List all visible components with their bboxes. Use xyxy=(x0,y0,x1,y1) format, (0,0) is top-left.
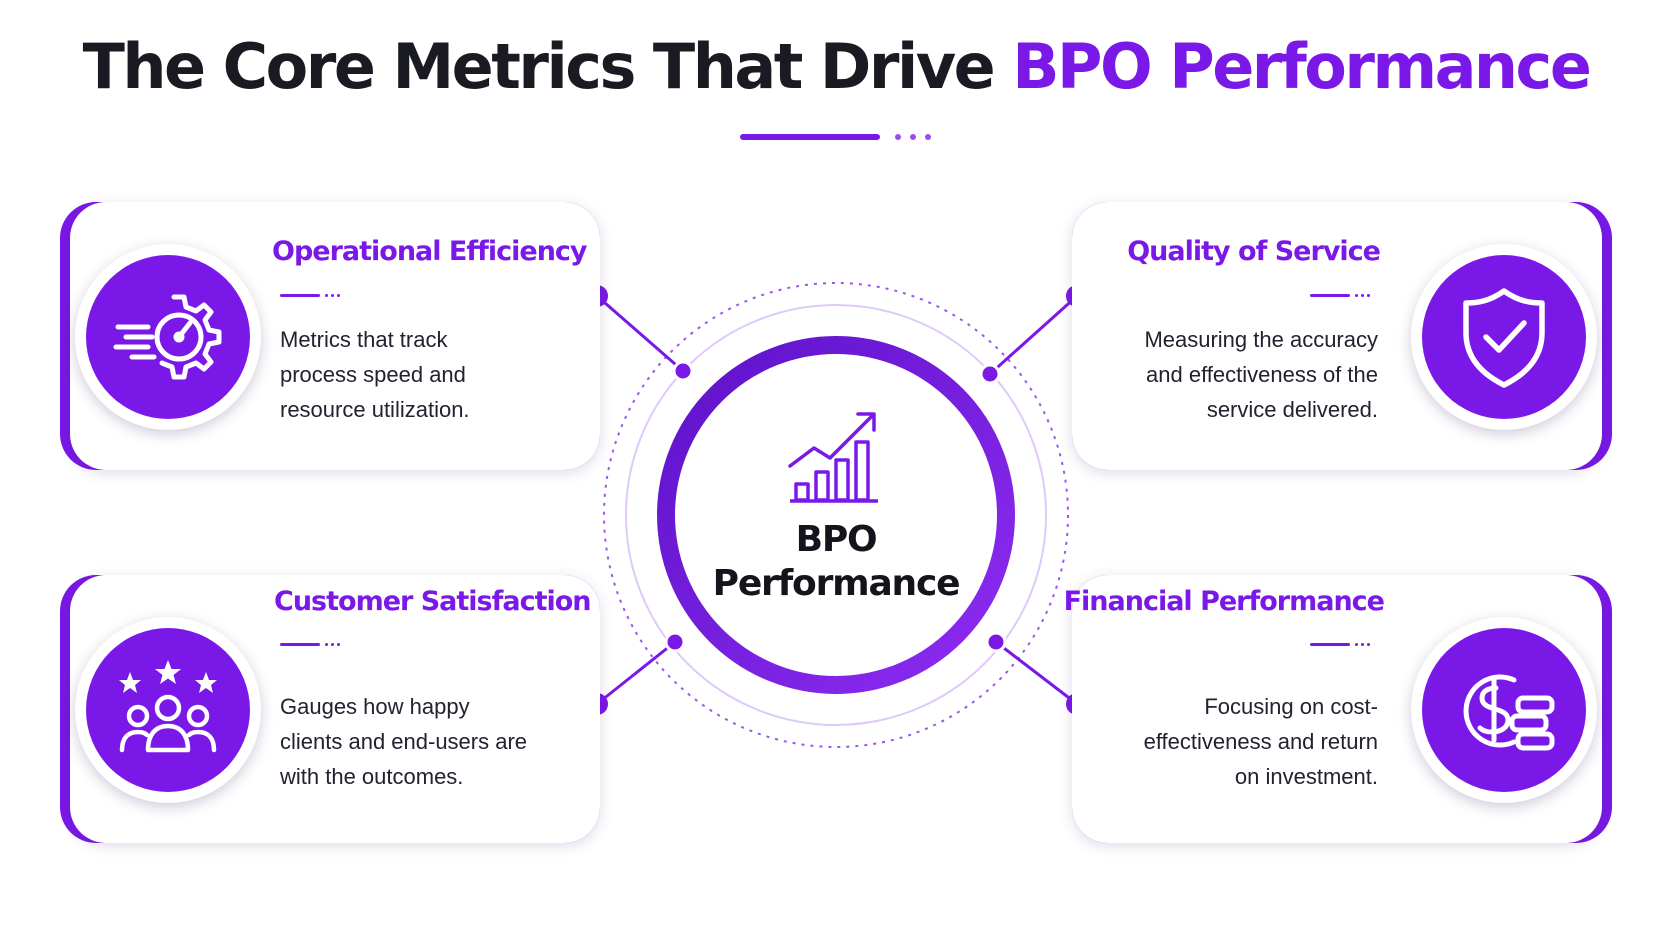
icon-badge-financial xyxy=(1411,617,1597,803)
card-divider xyxy=(1310,643,1350,646)
hub-label-line1: BPO xyxy=(795,519,878,560)
card-divider-dot xyxy=(337,643,340,646)
card-description-operational: Metrics that track process speed and res… xyxy=(280,327,470,422)
outer-faint-ring xyxy=(625,304,1047,726)
ring-node xyxy=(664,631,686,653)
title-dot xyxy=(910,134,916,140)
ring-node xyxy=(979,363,1001,385)
connector-bottom-left xyxy=(596,640,676,706)
card-divider-dot xyxy=(337,294,340,297)
card-divider-dot xyxy=(1361,294,1364,297)
dollar-coins-icon xyxy=(1463,674,1555,751)
title-dot xyxy=(925,134,931,140)
growth-chart-icon xyxy=(788,412,878,503)
card-description-customer: Gauges how happy clients and end-users a… xyxy=(280,694,528,789)
users-stars-icon xyxy=(119,660,217,753)
title-underline xyxy=(740,134,880,140)
card-divider xyxy=(1310,294,1350,297)
card-divider-dot xyxy=(331,643,334,646)
card-divider-dot xyxy=(1355,294,1358,297)
title-accent: BPO Performance xyxy=(1012,30,1592,103)
card-divider-dot xyxy=(325,643,328,646)
card-divider xyxy=(280,294,320,297)
card-divider-dot xyxy=(1367,294,1370,297)
icon-badge-customer xyxy=(75,617,261,803)
icon-badge-operational xyxy=(75,244,261,430)
hub-label-line2: Performance xyxy=(712,563,961,604)
card-divider-dot xyxy=(325,294,328,297)
connector-top-left xyxy=(596,294,684,373)
card-divider xyxy=(280,643,320,646)
card-title-customer: Customer Satisfaction xyxy=(274,586,592,617)
title-prefix: The Core Metrics That Drive xyxy=(82,30,1013,103)
card-divider-dot xyxy=(1355,643,1358,646)
ring-node xyxy=(985,631,1007,653)
ring-node xyxy=(672,360,694,382)
hub-inner xyxy=(678,357,994,673)
connector-top-right xyxy=(988,294,1079,376)
hub-label: BPO Performance xyxy=(686,518,986,606)
card-divider-dot xyxy=(331,294,334,297)
card-divider-dot xyxy=(1367,643,1370,646)
card-title-quality: Quality of Service xyxy=(1127,236,1381,267)
card-description-financial: Focusing on cost-effectiveness and retur… xyxy=(1143,694,1378,789)
icon-badge-quality xyxy=(1411,244,1597,430)
card-divider-dot xyxy=(1361,643,1364,646)
page-title: The Core Metrics That Drive BPO Performa… xyxy=(0,30,1672,103)
connector-bottom-right xyxy=(995,640,1078,706)
gear-speedometer-icon xyxy=(113,294,222,380)
title-dot xyxy=(895,134,901,140)
outer-dashed-ring xyxy=(603,282,1069,748)
card-description-quality: Measuring the accuracy and effectiveness… xyxy=(1144,327,1378,422)
card-title-financial: Financial Performance xyxy=(1063,586,1385,617)
card-title-operational: Operational Efficiency xyxy=(272,236,588,267)
shield-check-icon xyxy=(1463,288,1545,388)
